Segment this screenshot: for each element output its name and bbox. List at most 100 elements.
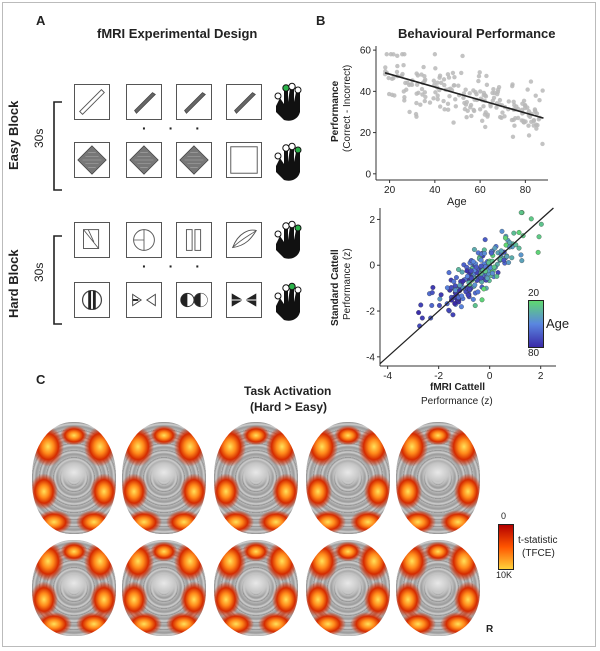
scatter-point <box>511 99 516 104</box>
scatter-point <box>437 104 443 109</box>
scatter-point <box>408 82 414 87</box>
orientation-label: R <box>486 624 494 635</box>
scatter-point <box>429 303 435 308</box>
scatter-point <box>510 134 516 139</box>
scatter-point <box>481 92 486 98</box>
scatter-point <box>430 285 436 290</box>
scatter-point <box>464 115 469 120</box>
stimulus-hard-1-1 <box>74 222 110 258</box>
scatter-point <box>496 84 502 90</box>
stimulus-hard-2-1 <box>74 282 110 318</box>
scatter-point <box>384 52 389 57</box>
panel-letter-a: A <box>36 13 46 28</box>
scatter-point <box>452 74 457 80</box>
scatter-point <box>437 296 443 302</box>
scatter-point <box>451 279 457 285</box>
stimulus-easy-1-1 <box>74 84 110 120</box>
scatter-point <box>461 95 466 100</box>
scatter-point <box>536 234 542 240</box>
scatter-point <box>436 303 442 308</box>
scatter-point <box>499 228 505 234</box>
brain-slice <box>32 540 116 636</box>
scatter-point <box>526 133 532 138</box>
scatter-point <box>457 282 463 288</box>
scatter-point <box>419 315 425 321</box>
scatter-point <box>473 89 478 95</box>
scatter-point <box>478 89 483 94</box>
brain-slice <box>396 422 480 534</box>
scatter-point <box>490 98 495 104</box>
y-tick-label: 2 <box>369 215 375 226</box>
scatter-point <box>466 280 472 286</box>
scatter-point <box>453 97 458 102</box>
scatter-point <box>479 297 485 303</box>
scatter-point <box>494 273 500 279</box>
scatter-point <box>389 76 395 82</box>
scatter-point <box>427 100 433 105</box>
scatter-point <box>401 63 406 68</box>
tstat-colorbar-title: t-statistic <box>518 535 558 546</box>
scatter-point <box>525 105 530 110</box>
hard-block-label: Hard Block <box>6 249 21 318</box>
hand-response-icon <box>274 220 302 259</box>
hard-block-duration: 30s <box>32 262 46 282</box>
scatter-point <box>458 304 464 310</box>
scatter-point <box>431 96 436 101</box>
identity-line <box>379 207 554 365</box>
scatter-point <box>537 97 542 103</box>
y-tick-label: 20 <box>360 128 372 139</box>
age-colorbar-max: 80 <box>528 348 540 359</box>
scatter-point <box>512 123 517 128</box>
scatter-point <box>469 113 474 119</box>
scatter-point <box>483 124 488 130</box>
scatter-point <box>401 89 406 94</box>
scatter-point <box>533 109 538 115</box>
scatter-point <box>395 63 400 69</box>
panel-a-title: fMRI Experimental Design <box>97 26 258 41</box>
scatter-point <box>447 93 452 99</box>
scatter-point <box>463 102 469 107</box>
age-colorbar-min: 20 <box>528 288 540 299</box>
scatter-point <box>481 104 486 109</box>
scatter-point <box>445 107 451 112</box>
scatter-point <box>497 97 503 103</box>
y-tick-label: 60 <box>360 46 372 57</box>
scatter-point <box>538 221 544 227</box>
scatter-point <box>448 285 454 290</box>
scatter-point <box>383 65 388 70</box>
scatter-point <box>407 109 412 115</box>
stimulus-hard-1-4 <box>226 222 262 258</box>
scatter-point <box>464 268 470 274</box>
scatter-point <box>511 117 516 123</box>
scatter-point <box>445 101 451 107</box>
scatter-point <box>391 52 396 57</box>
scatter-point <box>459 269 465 275</box>
age-colorbar <box>528 300 544 348</box>
scatter-point <box>489 250 494 256</box>
scatter-point <box>435 97 440 102</box>
scatter-point <box>507 240 513 246</box>
scatter-point <box>402 52 407 57</box>
stimulus-easy-2-4 <box>226 142 262 178</box>
top-scatter-plot: 20 40 60 80 0 20 40 60 <box>360 46 548 196</box>
scatter-point <box>471 247 477 252</box>
scatter-point <box>526 123 531 128</box>
scatter-point <box>435 93 440 98</box>
brain-slice <box>214 422 298 534</box>
scatter-point <box>414 100 419 106</box>
scatter-point <box>405 80 410 85</box>
scatter-point <box>480 118 485 124</box>
scatter-point <box>415 73 421 78</box>
scatter-point <box>386 75 391 81</box>
scatter-point <box>526 109 532 114</box>
scatter-point <box>516 245 522 251</box>
scatter-point <box>490 270 495 276</box>
scatter-point <box>419 86 425 92</box>
scatter-point <box>446 307 452 313</box>
hand-response-icon <box>274 282 302 321</box>
scatter-point <box>498 248 504 254</box>
scatter-point <box>535 249 541 255</box>
easy-block-label: Easy Block <box>6 100 21 170</box>
x-tick-label: 80 <box>520 185 532 196</box>
stimulus-easy-2-3 <box>176 142 212 178</box>
